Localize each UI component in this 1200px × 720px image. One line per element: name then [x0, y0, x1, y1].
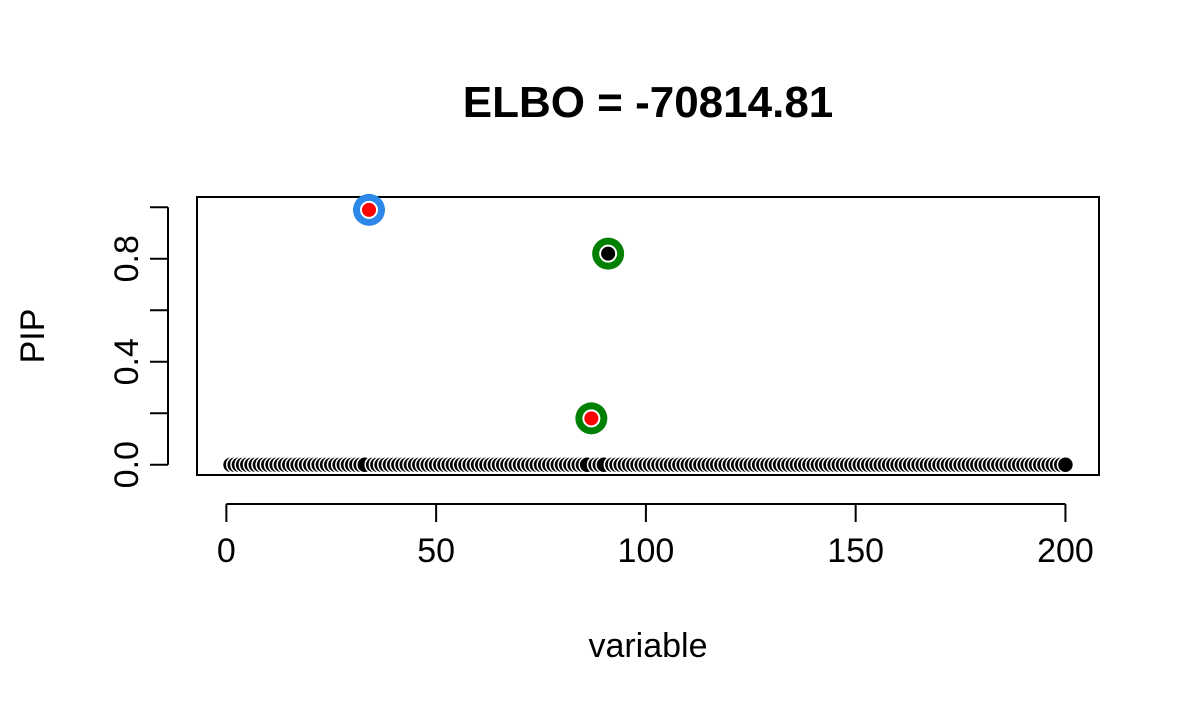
- y-tick-label: 0.8: [108, 235, 146, 282]
- x-tick-label: 200: [1037, 532, 1094, 570]
- x-tick-label: 100: [618, 532, 675, 570]
- highlighted-point: [599, 244, 618, 263]
- x-axis: 0 50 100 150 200: [217, 503, 1094, 570]
- plot-frame: [196, 196, 1100, 476]
- highlighted-point: [360, 200, 379, 219]
- x-tick-label: 150: [827, 532, 884, 570]
- y-axis: 0.0 0.4 0.8: [108, 206, 169, 488]
- y-tick-label: 0.4: [108, 338, 146, 385]
- x-tick-label: 50: [417, 532, 455, 570]
- x-axis-label: variable: [588, 627, 707, 665]
- y-tick-label: 0.0: [108, 441, 146, 488]
- highlighted-point: [582, 409, 601, 428]
- data-point: [1056, 455, 1075, 474]
- chart-title: ELBO = -70814.81: [463, 78, 834, 127]
- y-axis-label: PIP: [14, 309, 52, 364]
- x-tick-label: 0: [217, 532, 236, 570]
- points-layer: [221, 193, 1075, 474]
